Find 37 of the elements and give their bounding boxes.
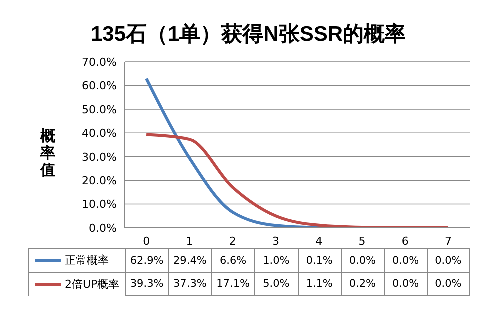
y-tick-label: 60.0% [82,80,117,93]
y-axis-title: 概率值 [39,127,56,179]
data-label: 62.9% [125,248,168,272]
y-tick-label: 40.0% [82,127,117,140]
x-tick-label: 7 [444,234,452,248]
data-label: 0.1% [298,248,341,272]
line-series [145,133,450,228]
legend-label: 2倍UP概率 [65,277,120,292]
data-label: 29.4% [168,248,212,272]
data-label: 6.6% [211,248,254,272]
x-tick-label: 4 [316,234,323,248]
data-label: 1.0% [254,248,298,272]
y-tick-label: 20.0% [82,174,117,188]
y-tick-label: 10.0% [82,198,117,212]
chart-title: 135石（1单）获得N张SSR的概率 [90,22,408,48]
legend-label: 正常概率 [65,253,109,268]
y-tick-label: 30.0% [82,150,117,164]
x-tick-label: 5 [358,234,366,248]
data-label: 37.3% [168,272,212,296]
x-tick-label: 2 [229,234,236,248]
y-tick-label: 50.0% [82,103,117,116]
x-tick-label: 1 [186,234,194,248]
data-label: 0.0% [384,272,427,296]
data-label: 0.0% [426,272,470,296]
data-label: 5.0% [254,272,298,296]
data-label: 1.1% [298,272,341,296]
x-tick-label: 6 [402,234,409,248]
text: 0.0% [392,254,420,266]
x-tick-label: 3 [272,234,280,248]
data-label: 39.3% [125,272,168,296]
data-label: 0.0% [340,248,384,272]
y-tick-label: 70.0% [82,56,117,69]
data-label: 17.1% [211,272,254,296]
x-tick-label: 0 [143,234,150,248]
data-label: 0.2% [340,272,384,296]
y-tick-label: 0.0% [89,222,117,235]
text: 0.0% [435,254,462,266]
